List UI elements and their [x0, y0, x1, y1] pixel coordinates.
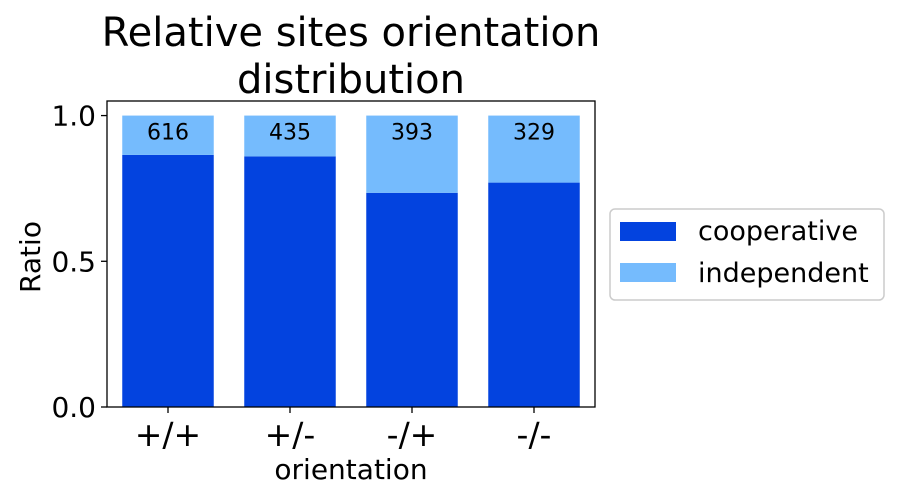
y-tick-label-2: 0.5: [51, 245, 96, 278]
x-tick-label-2: +/-: [265, 415, 316, 454]
bar-cooperative-2: [244, 156, 336, 407]
x-axis-label: orientation: [274, 453, 427, 486]
chart-title-line-1: Relative sites orientation: [102, 10, 601, 56]
bar-cooperative-1: [122, 154, 214, 407]
x-tick-label-4: -/-: [517, 415, 552, 454]
y-axis-label: Ratio: [14, 221, 47, 293]
x-tick-label-1: +/+: [135, 415, 201, 454]
plot-area: 616 +/+ 435 +/- 393 -/+ 329 -/- 0.0 0.5 1.0: [51, 100, 596, 454]
bar-independent-4: [488, 115, 580, 183]
bar-independent-2: [244, 115, 336, 157]
bar-independent-3: [366, 115, 458, 193]
x-tick-label-3: -/+: [387, 415, 438, 454]
legend-label-independent: independent: [698, 258, 869, 289]
axes-frame: [106, 100, 596, 408]
legend-box: [609, 208, 885, 301]
legend-swatch-cooperative: [620, 222, 676, 241]
bar-cooperative-4: [488, 182, 580, 407]
chart-title-line-2: distribution: [237, 57, 465, 103]
legend-label-cooperative: cooperative: [698, 216, 858, 247]
count-label-4: 329: [513, 121, 555, 146]
legend: cooperative independent: [609, 208, 885, 301]
y-tick-label-1: 0.0: [51, 391, 96, 424]
count-label-3: 393: [391, 121, 433, 146]
bar-independent-1: [122, 115, 214, 155]
bar-cooperative-3: [366, 192, 458, 407]
y-tick-label-3: 1.0: [51, 100, 96, 133]
count-label-1: 616: [147, 121, 189, 146]
count-label-2: 435: [269, 121, 311, 146]
legend-swatch-independent: [620, 263, 676, 282]
